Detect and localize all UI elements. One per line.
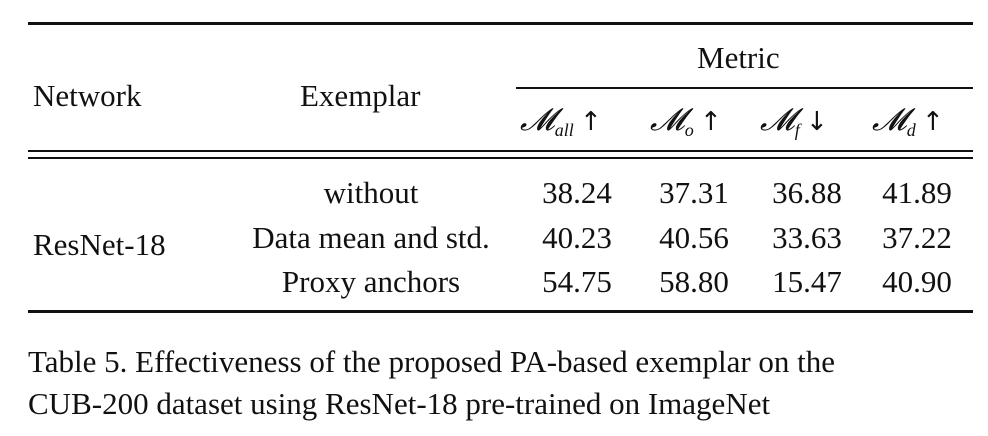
top-rule — [28, 22, 973, 25]
table-caption-line-2: CUB-200 dataset using ResNet-18 pre-trai… — [28, 386, 771, 421]
metric-d-sub: d — [906, 120, 916, 140]
network-cell: ResNet-18 — [33, 227, 166, 262]
value-cell: 54.75 — [542, 264, 612, 299]
metric-all-sub: all — [554, 120, 574, 140]
exemplar-cell-2: Proxy anchors — [281, 264, 461, 299]
metric-all-header: 𝓜all ↑ — [520, 102, 602, 140]
up-arrow-icon: ↑ — [699, 107, 722, 137]
down-arrow-icon: ↓ — [805, 107, 828, 137]
table-caption-line-1: Table 5. Effectiveness of the proposed P… — [28, 344, 836, 379]
metric-cmidrule — [516, 87, 973, 89]
metric-d-header: 𝓜d ↑ — [872, 102, 944, 140]
header-exemplar: Exemplar — [300, 78, 421, 113]
metric-f-symbol: 𝓜 — [760, 102, 795, 138]
value-cell: 40.23 — [542, 220, 612, 255]
header-double-rule-1 — [28, 150, 973, 152]
value-cell: 40.90 — [882, 264, 952, 299]
up-arrow-icon: ↑ — [921, 107, 944, 137]
header-metric: Metric — [697, 40, 780, 75]
value-cell: 15.47 — [772, 264, 842, 299]
value-cell: 37.22 — [882, 220, 952, 255]
value-cell: 38.24 — [542, 175, 612, 210]
value-cell: 41.89 — [882, 175, 952, 210]
value-cell: 40.56 — [659, 220, 729, 255]
value-cell: 37.31 — [659, 175, 729, 210]
exemplar-cell-1: Data mean and std. — [252, 220, 490, 255]
header-double-rule-2 — [28, 157, 973, 159]
metric-o-sub: o — [684, 120, 694, 140]
header-network: Network — [33, 78, 142, 113]
value-cell: 33.63 — [772, 220, 842, 255]
metric-f-sub: f — [794, 120, 800, 140]
metric-f-header: 𝓜f ↓ — [760, 102, 828, 140]
value-cell: 36.88 — [772, 175, 842, 210]
metric-o-symbol: 𝓜 — [650, 102, 685, 138]
up-arrow-icon: ↑ — [579, 107, 602, 137]
value-cell: 58.80 — [659, 264, 729, 299]
metric-d-symbol: 𝓜 — [872, 102, 907, 138]
metric-o-header: 𝓜o ↑ — [650, 102, 722, 140]
metric-all-symbol: 𝓜 — [520, 102, 555, 138]
bottom-rule — [28, 310, 973, 313]
exemplar-cell-0: without — [323, 175, 419, 210]
